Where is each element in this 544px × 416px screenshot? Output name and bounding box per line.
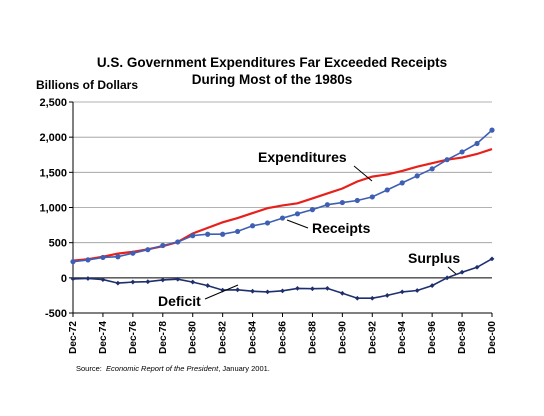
series-receipts-point — [400, 180, 405, 185]
series-deficit-surplus-point — [130, 280, 135, 285]
series-deficit-surplus-point — [280, 288, 285, 293]
series-deficit-surplus-point — [235, 287, 240, 292]
series-deficit-surplus-point — [370, 296, 375, 301]
series-receipts-point — [385, 187, 390, 192]
series-receipts-point — [280, 215, 285, 220]
series-receipts-point — [250, 223, 255, 228]
x-tick-label: Dec-94 — [397, 321, 408, 354]
series-deficit-surplus-point — [145, 279, 150, 284]
series-deficit-surplus-point — [400, 290, 405, 295]
series-deficit-surplus-point — [460, 270, 465, 275]
series-deficit-surplus-point — [310, 286, 315, 291]
y-tick-label: -500 — [45, 308, 67, 320]
x-tick-label: Dec-00 — [487, 321, 498, 354]
series-deficit-surplus-point — [385, 293, 390, 298]
series-deficit-surplus-point — [71, 276, 76, 281]
series-deficit-surplus-point — [205, 283, 210, 288]
y-tick-label: 0 — [61, 273, 67, 285]
series-receipts-point — [370, 194, 375, 199]
y-tick-label: 1,500 — [39, 167, 67, 179]
series-receipts-point — [130, 251, 135, 256]
annotation-surplus: Surplus — [408, 250, 460, 266]
series-deficit-surplus-point — [295, 286, 300, 291]
series-receipts-point — [489, 128, 494, 133]
series-receipts-point — [474, 141, 479, 146]
series-deficit-surplus-point — [86, 276, 91, 281]
series-receipts-point — [115, 254, 120, 259]
x-tick-label: Dec-96 — [427, 321, 438, 354]
x-tick-label: Dec-86 — [278, 321, 289, 354]
series-deficit-surplus-point — [265, 290, 270, 295]
series-receipts-point — [325, 202, 330, 207]
series-receipts-point — [175, 239, 180, 244]
annotation-surplus-leader — [448, 267, 456, 274]
series-receipts-point — [265, 220, 270, 225]
series-receipts-point — [85, 257, 90, 262]
y-tick-label: 1,000 — [39, 203, 67, 215]
x-tick-label: Dec-84 — [248, 321, 259, 354]
series-receipts-point — [145, 247, 150, 252]
series-receipts-point — [430, 166, 435, 171]
series-deficit-surplus-point — [340, 291, 345, 296]
x-tick-label: Dec-76 — [128, 321, 139, 354]
source-title: Economic Report of the President — [106, 364, 218, 373]
series-receipts-point — [340, 200, 345, 205]
series-receipts-point — [205, 232, 210, 237]
series-receipts-point — [355, 198, 360, 203]
series-receipts-point — [415, 173, 420, 178]
series-deficit-surplus-point — [325, 286, 330, 291]
series-receipts-point — [235, 229, 240, 234]
annotation-deficit: Deficit — [158, 293, 201, 309]
series-deficit-surplus-point — [415, 288, 420, 293]
series-deficit-surplus-point — [355, 296, 360, 301]
series-expenditures-line — [73, 149, 492, 261]
series-deficit-surplus-point — [115, 281, 120, 286]
series-receipts-point — [459, 149, 464, 154]
series-receipts-point — [295, 211, 300, 216]
series-receipts-point — [70, 259, 75, 264]
series-receipts-point — [220, 232, 225, 237]
x-tick-label: Dec-98 — [457, 321, 468, 354]
x-tick-label: Dec-88 — [307, 321, 318, 354]
x-tick-label: Dec-74 — [98, 321, 109, 354]
annotation-receipts-leader — [287, 220, 308, 228]
x-tick-label: Dec-72 — [68, 321, 79, 354]
series-receipts-point — [160, 243, 165, 248]
y-tick-label: 2,000 — [39, 132, 67, 144]
series-deficit-surplus-point — [250, 289, 255, 294]
y-tick-label: 2,500 — [39, 97, 67, 109]
x-tick-label: Dec-82 — [218, 321, 229, 354]
series-deficit-surplus-point — [190, 280, 195, 285]
source-prefix: Source: — [76, 364, 102, 373]
source-note: Source: Economic Report of the President… — [76, 364, 270, 373]
x-tick-label: Dec-78 — [158, 321, 169, 354]
y-tick-label: 500 — [49, 238, 67, 250]
x-tick-label: Dec-92 — [367, 321, 378, 354]
x-tick-label: Dec-80 — [188, 321, 199, 354]
series-receipts-point — [310, 207, 315, 212]
x-tick-label: Dec-90 — [337, 321, 348, 354]
source-suffix: , January 2001. — [218, 364, 270, 373]
annotation-expenditures: Expenditures — [258, 149, 347, 165]
annotation-receipts: Receipts — [312, 220, 371, 236]
series-receipts-point — [445, 157, 450, 162]
series-receipts-point — [100, 255, 105, 260]
series-receipts-point — [190, 233, 195, 238]
